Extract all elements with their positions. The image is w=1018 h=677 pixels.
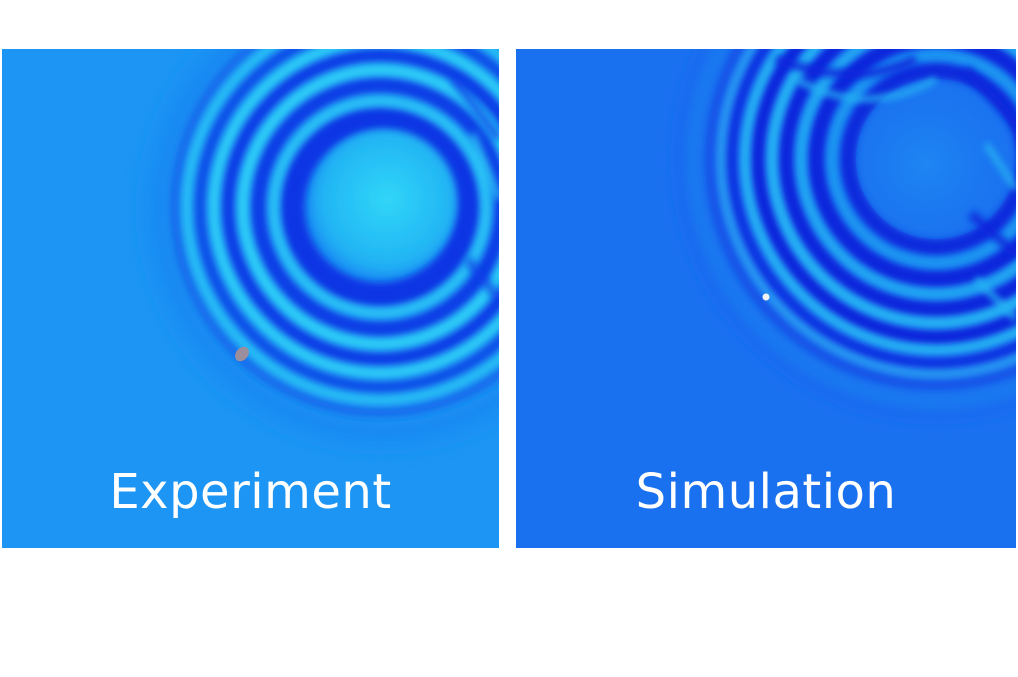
simulation-wave-image <box>516 49 1016 548</box>
simulation-panel: Simulation <box>516 49 1016 548</box>
simulation-label: Simulation <box>635 464 897 520</box>
experiment-label: Experiment <box>109 464 392 520</box>
droplet <box>235 346 249 362</box>
droplet <box>762 293 770 301</box>
experiment-wave-image <box>2 49 499 548</box>
experiment-panel: Experiment <box>2 49 499 548</box>
